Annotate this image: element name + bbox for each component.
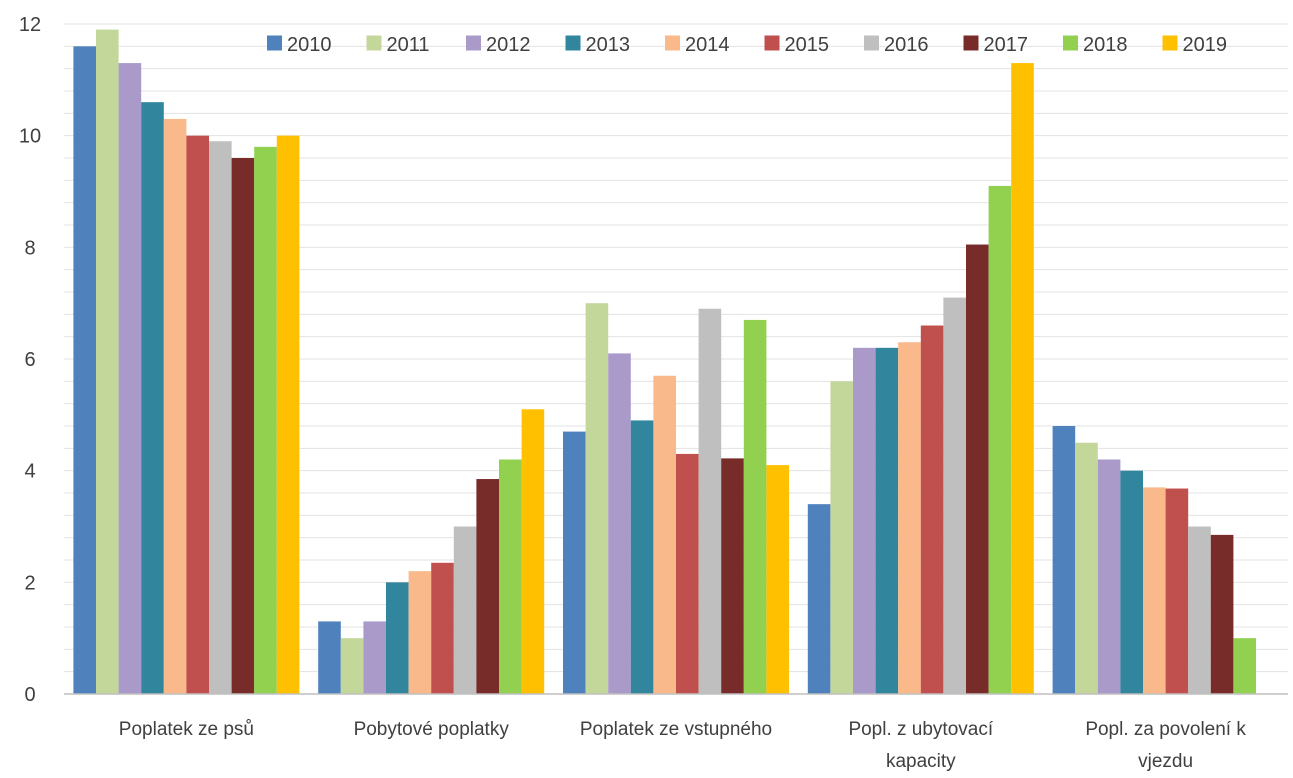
bar-2017 [231,158,255,694]
legend-label: 2011 [387,34,430,56]
bar-2016 [209,141,232,694]
legend-swatch [665,35,680,51]
x-category-label: Poplatek ze vstupného [580,719,772,740]
bar-2014 [653,375,676,694]
bar-2016 [943,297,966,694]
bar-2014 [163,118,187,694]
legend-label: 2013 [586,34,631,56]
bar-2013 [141,102,164,694]
bar-2011 [830,381,853,694]
legend-swatch [466,35,481,51]
bar-2011 [340,638,364,694]
bar-2012 [853,347,876,694]
legend-swatch [764,35,780,51]
legend-label: 2016 [884,34,929,56]
y-tick-label: 2 [24,572,35,594]
bar-2013 [386,582,409,694]
legend-label: 2015 [785,34,830,56]
legend-swatch [366,35,382,51]
bar-2011 [1075,442,1098,694]
bar-2018 [988,185,1012,694]
bar-2015 [676,453,699,694]
bar-2017 [476,479,499,694]
y-tick-label: 8 [24,237,35,259]
x-category-label: Pobytové poplatky [354,719,510,740]
legend-swatch [1162,35,1178,51]
bar-2015 [431,562,454,694]
bar-2010 [1052,426,1076,694]
bar-2015 [920,325,944,694]
axes: 0 2 4 6 8 10 12 Poplatek ze psů Pobytové poplatk… [19,14,1288,772]
x-category-label: Popl. z ubytovací [848,719,993,740]
bar-2012 [363,621,386,694]
bar-2010 [563,431,586,694]
bar-2016 [1188,526,1211,694]
legend-swatch [565,35,581,51]
x-category-label: kapacity [886,751,956,772]
bar-2010 [318,621,341,694]
y-tick-label: 6 [24,349,35,371]
bar-2019 [521,409,545,694]
y-tick-label: 10 [19,126,41,148]
bar-2018 [1233,638,1256,694]
x-category-label: Popl. za povolení k [1085,719,1246,740]
y-tick-label: 4 [24,461,35,483]
legend-label: 2010 [287,34,332,56]
bar-2017 [966,244,989,694]
bar-2018 [743,319,767,694]
bar-2013 [1120,470,1143,694]
bar-2014 [898,342,921,694]
bar-2014 [408,571,432,694]
bar-2018 [254,146,277,695]
legend-swatch [1063,35,1078,51]
legend: 2010 2011 2012 2013 2014 2015 2016 2017 2018 2019 [267,34,1227,56]
legend-swatch [267,35,282,51]
x-category-label: Poplatek ze psů [119,719,254,740]
legend-label: 2019 [1183,34,1228,56]
bar-2016 [698,308,722,694]
legend-label: 2012 [486,34,531,56]
legend-label: 2018 [1083,34,1128,56]
bar-2013 [630,420,654,694]
y-tick-label: 0 [24,684,35,706]
bar-2019 [276,135,300,694]
bar-2013 [875,347,899,694]
bar-2010 [807,504,831,694]
bar-2017 [1210,534,1234,694]
bar-2012 [608,353,631,694]
bar-2019 [1011,63,1034,695]
legend-label: 2014 [685,34,730,56]
y-tick-label: 12 [19,14,41,36]
bar-2011 [585,303,609,694]
legend-swatch [963,35,979,51]
bar-2019 [766,465,789,694]
bar-2012 [118,63,142,695]
legend-swatch [864,35,879,51]
bar-2016 [453,526,477,694]
bars [73,29,1256,695]
bar-2018 [499,459,522,694]
bar-2017 [721,458,744,694]
bar-2015 [186,135,209,694]
bar-2015 [1165,488,1189,694]
bar-2014 [1143,487,1166,694]
bar-2010 [73,46,96,695]
x-category-label: vjezdu [1138,751,1193,772]
bar-2012 [1097,459,1121,694]
legend-label: 2017 [984,34,1029,56]
bar-2011 [96,29,119,695]
